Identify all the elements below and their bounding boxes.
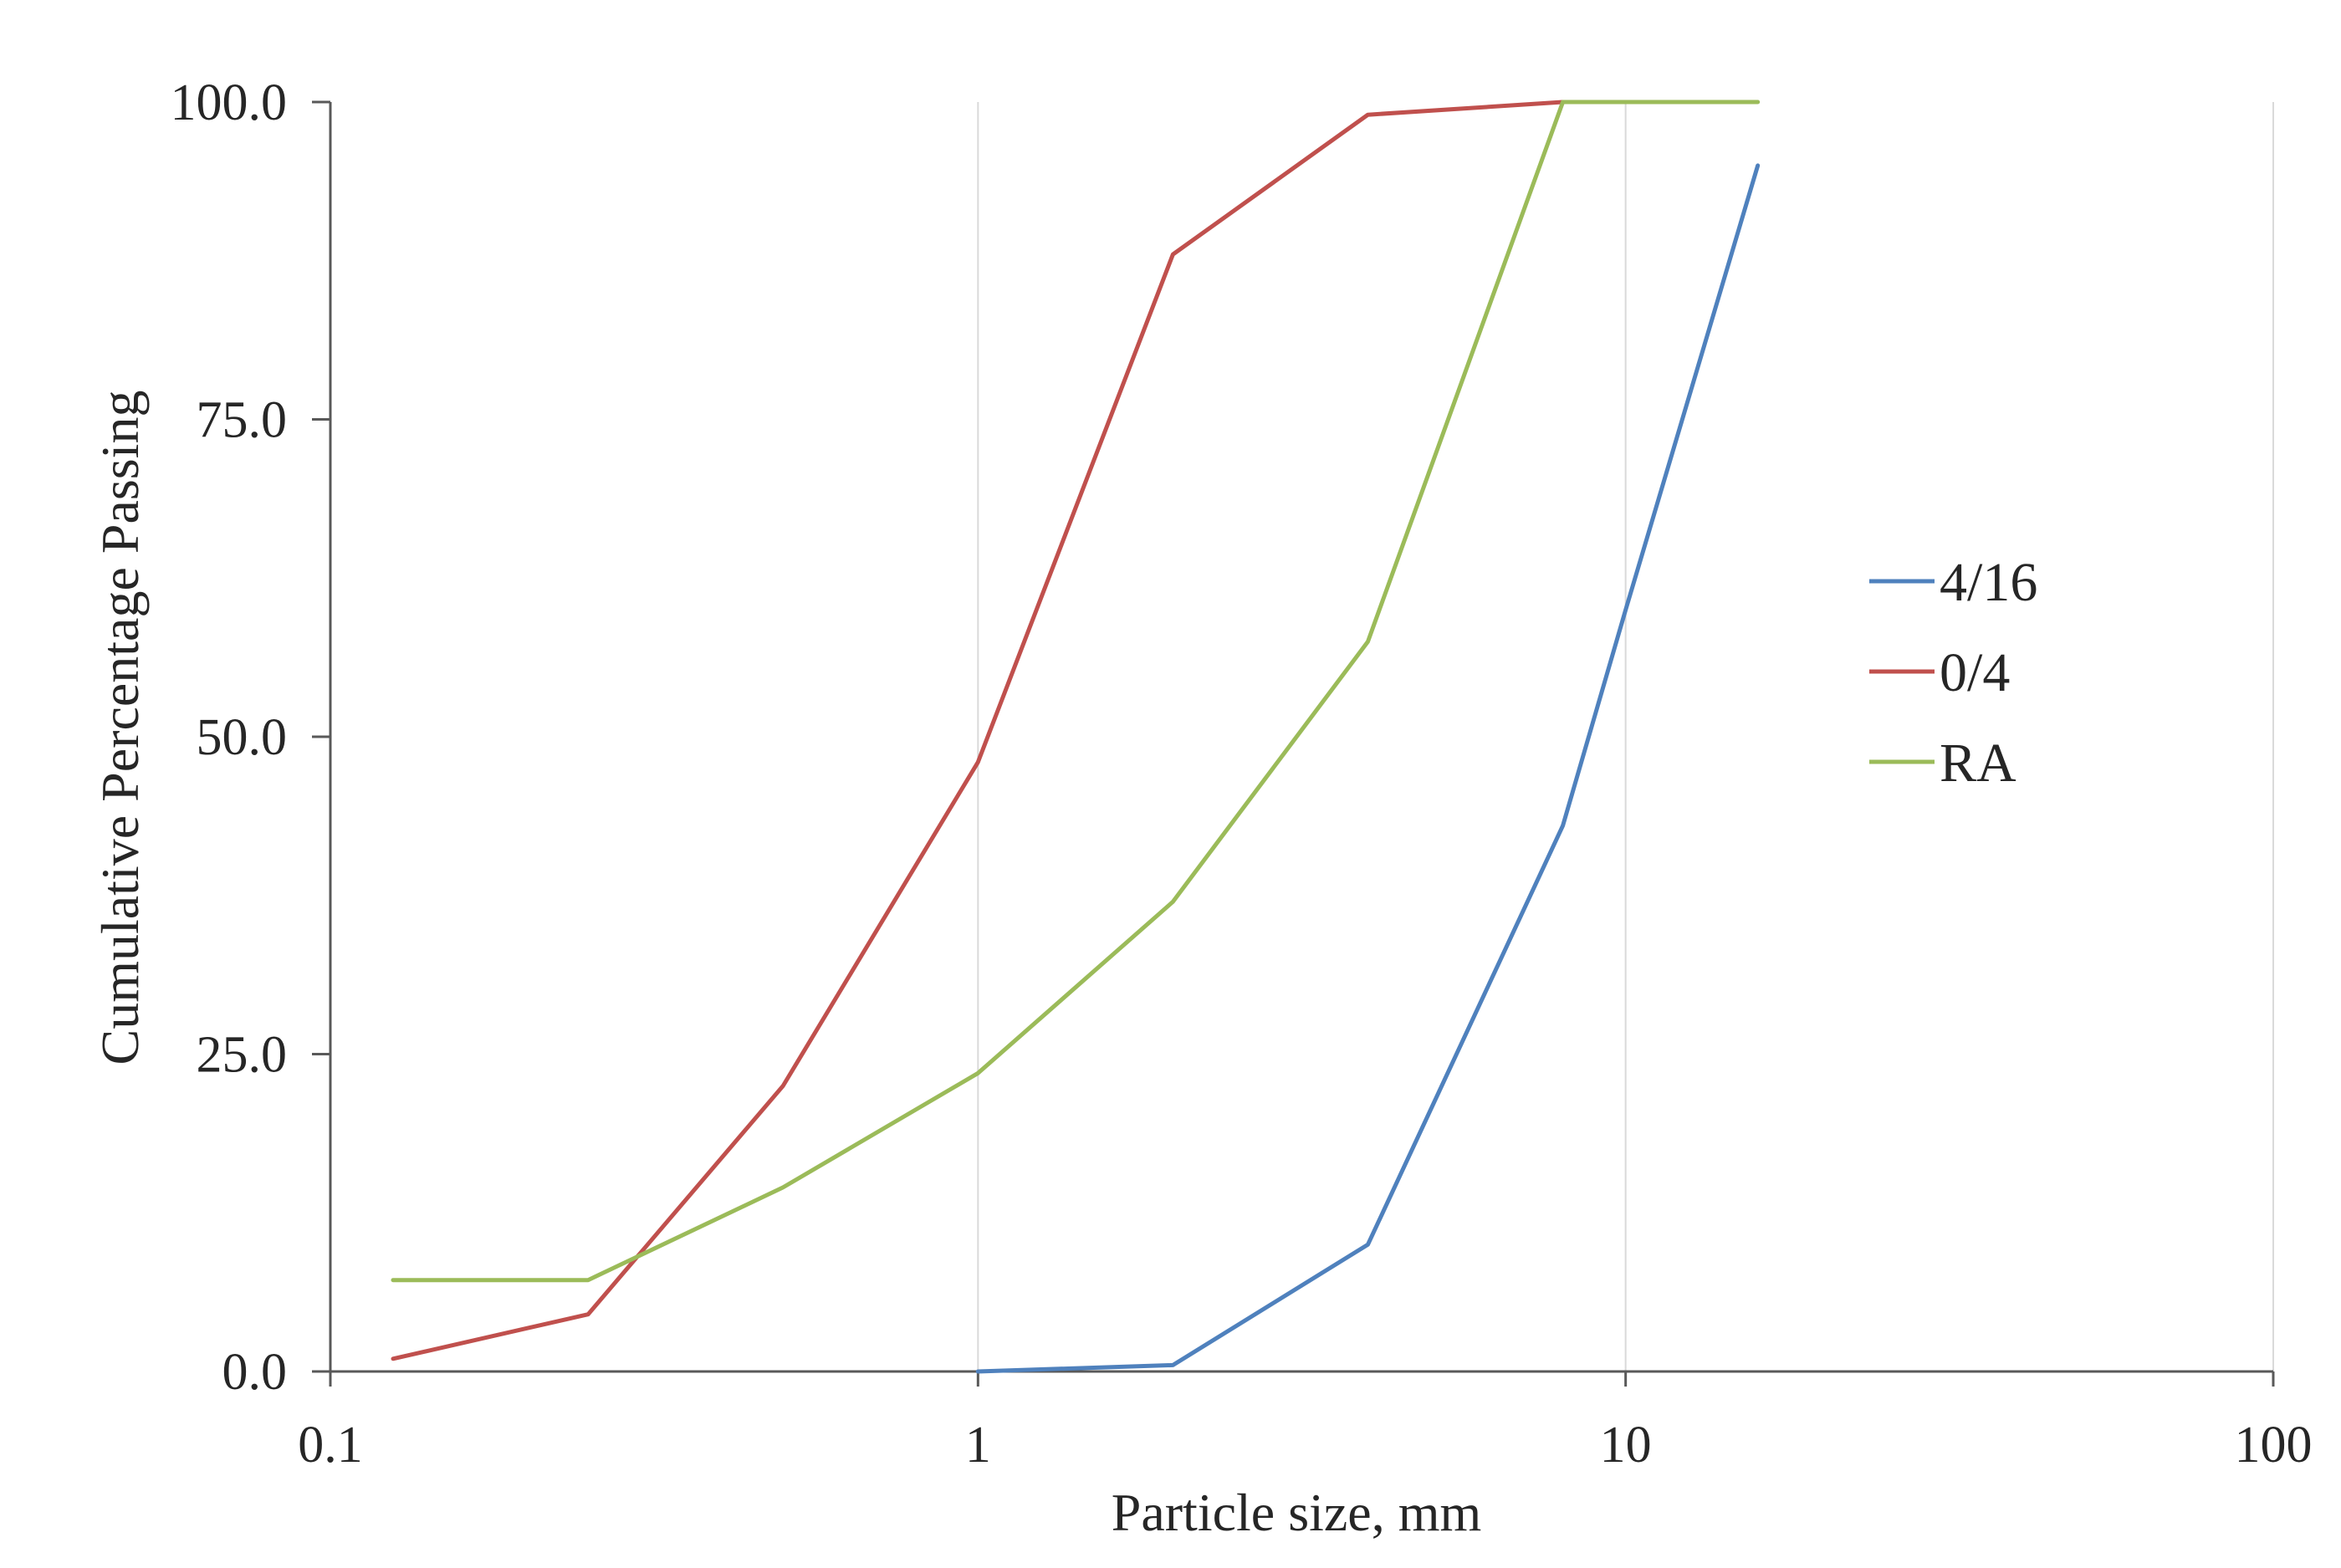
x-tick-label: 10 — [1600, 1417, 1652, 1474]
x-axis-ticks: 0.1 1 10 100 — [298, 1371, 2313, 1474]
grid-lines — [977, 102, 2274, 1371]
series-line — [391, 100, 1761, 1283]
y-tick-label: 0.0 — [222, 1344, 288, 1401]
legend-label: 4/16 — [1940, 552, 2037, 613]
x-tick-label: 0.1 — [298, 1417, 363, 1474]
legend: 4/16 0/4 RA — [1869, 552, 2037, 794]
legend-label: RA — [1940, 733, 2016, 794]
y-tick-label: 75.0 — [197, 392, 288, 449]
series-lines — [391, 100, 1761, 1374]
y-tick-label: 25.0 — [197, 1027, 288, 1084]
legend-label: 0/4 — [1940, 642, 2010, 703]
x-tick-label: 1 — [965, 1417, 991, 1474]
x-axis-title: Particle size, mm — [1112, 1483, 1482, 1542]
y-tick-label: 100.0 — [171, 74, 288, 131]
series-line — [975, 163, 1761, 1374]
y-tick-label: 50.0 — [197, 709, 288, 766]
y-axis-ticks: 0.0 25.0 50.0 75.0 100.0 — [171, 74, 330, 1401]
series-line — [391, 100, 1566, 1361]
x-tick-label: 100 — [2235, 1417, 2313, 1474]
y-axis-title: Cumulative Percentage Passing — [90, 391, 150, 1065]
